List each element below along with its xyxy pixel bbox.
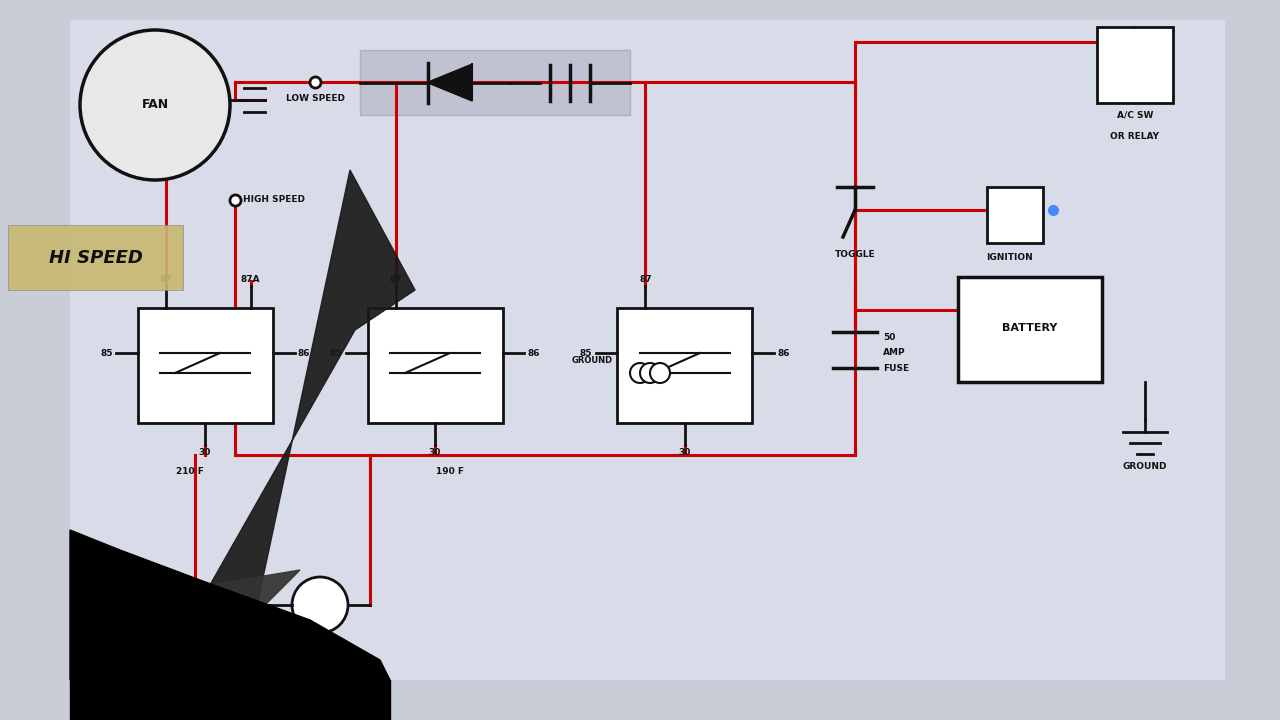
Text: HI SPEED: HI SPEED <box>49 248 142 266</box>
Text: 86: 86 <box>527 348 540 358</box>
Circle shape <box>630 363 650 383</box>
Text: 85: 85 <box>330 348 343 358</box>
Polygon shape <box>70 680 390 720</box>
Text: 86: 86 <box>777 348 790 358</box>
Text: GROUND: GROUND <box>571 356 613 364</box>
Text: 87A: 87A <box>241 274 260 284</box>
Text: GROUND: GROUND <box>177 623 214 632</box>
Text: HIGH SPEED: HIGH SPEED <box>243 196 305 204</box>
Bar <box>137 307 273 423</box>
Text: 85: 85 <box>100 348 113 358</box>
Text: FUSE: FUSE <box>883 364 909 372</box>
Bar <box>957 277 1102 382</box>
Circle shape <box>81 30 230 180</box>
Bar <box>1097 27 1172 103</box>
Text: 87: 87 <box>639 274 652 284</box>
Text: OR RELAY: OR RELAY <box>1111 132 1160 141</box>
Text: TOGGLE: TOGGLE <box>835 250 876 259</box>
Text: 30: 30 <box>198 448 211 456</box>
Text: LOW SPEED: LOW SPEED <box>285 94 344 103</box>
Text: 190 F: 190 F <box>436 467 465 475</box>
Text: 85: 85 <box>580 348 593 358</box>
Text: FAN: FAN <box>141 99 169 112</box>
Circle shape <box>292 577 348 633</box>
Text: 87: 87 <box>159 274 172 284</box>
Polygon shape <box>428 65 472 101</box>
Bar <box>617 307 753 423</box>
Text: IGNITION: IGNITION <box>987 253 1033 262</box>
Bar <box>360 50 630 115</box>
Polygon shape <box>210 570 300 615</box>
Text: AMP: AMP <box>883 348 906 356</box>
Circle shape <box>640 363 660 383</box>
Text: A/C SW: A/C SW <box>1117 110 1153 119</box>
Text: 30: 30 <box>429 448 442 456</box>
Text: 50: 50 <box>883 333 896 343</box>
Circle shape <box>650 363 669 383</box>
Text: BATTERY: BATTERY <box>1002 323 1057 333</box>
Bar <box>987 187 1043 243</box>
Text: THERMAL SW: THERMAL SW <box>288 643 352 652</box>
Polygon shape <box>70 530 390 680</box>
Bar <box>367 307 503 423</box>
Text: 86: 86 <box>297 348 310 358</box>
Text: 87: 87 <box>389 274 402 284</box>
Polygon shape <box>210 170 415 615</box>
Text: 30: 30 <box>678 448 691 456</box>
Bar <box>8 225 183 290</box>
Text: GROUND: GROUND <box>1123 462 1167 471</box>
Text: 210 F: 210 F <box>177 467 204 475</box>
